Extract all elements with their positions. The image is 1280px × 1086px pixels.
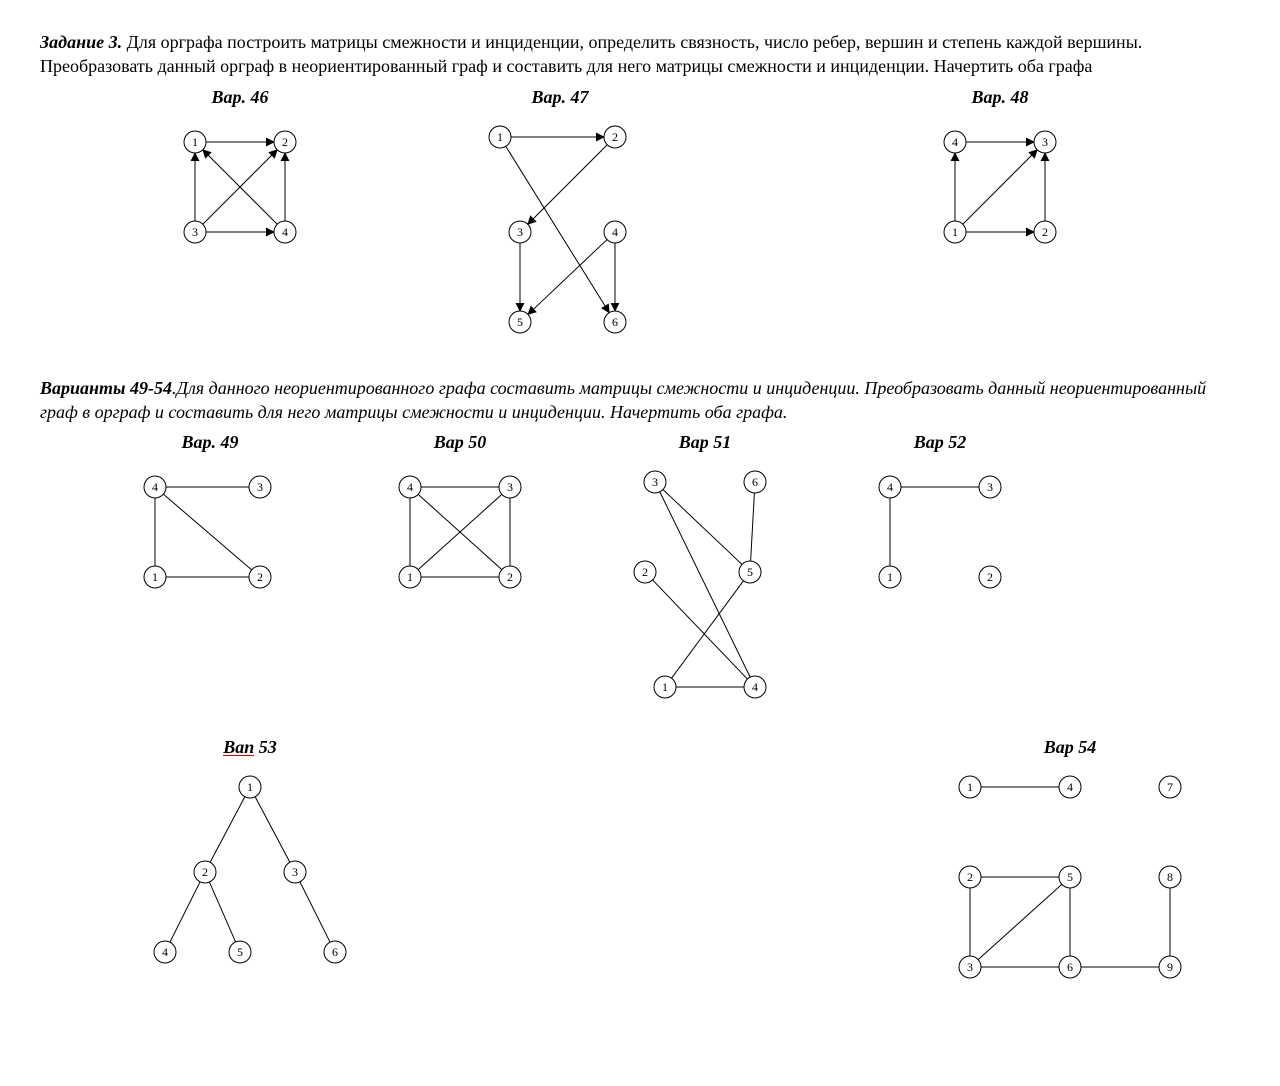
graph-edge xyxy=(255,797,290,863)
graph-node-label: 1 xyxy=(952,225,958,239)
graph-node-label: 4 xyxy=(612,225,618,239)
graph-v54: 1 4 7 2 5 8 3 6 9 xyxy=(940,762,1200,992)
graph-node-label: 4 xyxy=(162,945,168,959)
graph-edge xyxy=(163,494,251,570)
graph-node-label: 9 xyxy=(1167,960,1173,974)
graph-v50: 4 3 1 2 xyxy=(370,457,550,607)
label-v50: Вар 50 xyxy=(434,432,487,453)
label-v46: Вар. 46 xyxy=(211,87,268,108)
graph-node-label: 2 xyxy=(507,570,513,584)
graph-edge xyxy=(528,144,607,223)
variants49-text: Варианты 49-54.Для данного неориентирова… xyxy=(40,376,1240,425)
cell-v53: Вап 53 1 2 3 4 5 6 xyxy=(100,737,400,972)
graph-node-label: 2 xyxy=(282,135,288,149)
row-49-52: Вар. 49 4 3 1 2 Вар 50 4 3 1 2 Вар 51 3 6 2 5 1 4 В… xyxy=(40,432,1240,717)
label-v49: Вар. 49 xyxy=(181,432,238,453)
graph-v48: 4 3 1 2 xyxy=(910,112,1090,262)
graph-node-label: 4 xyxy=(952,135,958,149)
label-v54: Вар 54 xyxy=(1044,737,1097,758)
graph-node-label: 3 xyxy=(192,225,198,239)
graph-node-label: 2 xyxy=(202,865,208,879)
graph-edge xyxy=(528,239,607,314)
label-v53: Вап 53 xyxy=(223,737,277,758)
graph-node-label: 1 xyxy=(967,780,973,794)
cell-v48: Вар. 48 4 3 1 2 xyxy=(880,87,1120,262)
graph-edge xyxy=(170,882,200,942)
graph-node-label: 1 xyxy=(497,130,503,144)
graph-v46: 1 2 3 4 xyxy=(150,112,330,262)
graph-node-label: 8 xyxy=(1167,870,1173,884)
graph-edge xyxy=(663,490,742,565)
task3-label: Задание 3. xyxy=(40,32,122,52)
graph-edge xyxy=(210,797,245,863)
graph-edge xyxy=(963,149,1037,223)
graph-node-label: 1 xyxy=(407,570,413,584)
cell-v47: Вар. 47 1 2 3 4 5 6 xyxy=(420,87,700,352)
row-53-54: Вап 53 1 2 3 4 5 6 Вар 54 1 4 7 2 5 8 3 6 9 xyxy=(40,737,1240,992)
cell-v52: Вар 52 4 3 1 2 xyxy=(830,432,1050,607)
graph-node-label: 4 xyxy=(282,225,288,239)
graph-node-label: 4 xyxy=(407,480,413,494)
graph-node-label: 2 xyxy=(967,870,973,884)
graph-node-label: 3 xyxy=(292,865,298,879)
graph-node-label: 2 xyxy=(1042,225,1048,239)
graph-node-label: 1 xyxy=(192,135,198,149)
cell-v50: Вар 50 4 3 1 2 xyxy=(350,432,570,607)
cell-v51: Вар 51 3 6 2 5 1 4 xyxy=(590,432,820,717)
label-v51: Вар 51 xyxy=(679,432,732,453)
graph-node-label: 7 xyxy=(1167,780,1173,794)
label-v52: Вар 52 xyxy=(914,432,967,453)
graph-node-label: 4 xyxy=(752,680,758,694)
graph-node-label: 1 xyxy=(887,570,893,584)
cell-v49: Вар. 49 4 3 1 2 xyxy=(100,432,320,607)
graph-node-label: 3 xyxy=(1042,135,1048,149)
graph-node-label: 1 xyxy=(247,780,253,794)
graph-node-label: 1 xyxy=(662,680,668,694)
graph-v52: 4 3 1 2 xyxy=(850,457,1030,607)
row-46-48: Вар. 46 1 2 3 4 Вар. 47 1 2 3 4 5 6 Вар. 48 4 3 1 2 xyxy=(40,87,1240,352)
graph-node-label: 6 xyxy=(752,475,758,489)
graph-edge xyxy=(209,882,235,942)
graph-v49: 4 3 1 2 xyxy=(120,457,300,607)
graph-node-label: 3 xyxy=(967,960,973,974)
graph-node-label: 3 xyxy=(507,480,513,494)
graph-node-label: 3 xyxy=(652,475,658,489)
graph-node-label: 1 xyxy=(152,570,158,584)
graph-node-label: 6 xyxy=(332,945,338,959)
graph-node-label: 6 xyxy=(1067,960,1073,974)
graph-node-label: 5 xyxy=(1067,870,1073,884)
graph-node-label: 2 xyxy=(642,565,648,579)
graph-edge xyxy=(300,882,330,942)
label-v48: Вар. 48 xyxy=(971,87,1028,108)
graph-node-label: 3 xyxy=(517,225,523,239)
graph-v53: 1 2 3 4 5 6 xyxy=(135,762,365,972)
variants49-body: .Для данного неориентированного графа со… xyxy=(40,378,1206,422)
cell-v54: Вар 54 1 4 7 2 5 8 3 6 9 xyxy=(920,737,1220,992)
graph-node-label: 4 xyxy=(1067,780,1073,794)
graph-node-label: 2 xyxy=(612,130,618,144)
graph-node-label: 2 xyxy=(987,570,993,584)
label-v47: Вар. 47 xyxy=(531,87,588,108)
graph-node-label: 2 xyxy=(257,570,263,584)
graph-v51: 3 6 2 5 1 4 xyxy=(605,457,805,717)
cell-v46: Вар. 46 1 2 3 4 xyxy=(120,87,360,262)
graph-edge xyxy=(751,493,755,561)
graph-edge xyxy=(660,492,750,677)
graph-node-label: 4 xyxy=(152,480,158,494)
task3-body: Для орграфа построить матрицы смежности … xyxy=(40,32,1142,76)
graph-node-label: 5 xyxy=(747,565,753,579)
task3-text: Задание 3. Для орграфа построить матрицы… xyxy=(40,30,1240,79)
graph-node-label: 5 xyxy=(517,315,523,329)
graph-node-label: 5 xyxy=(237,945,243,959)
graph-v47: 1 2 3 4 5 6 xyxy=(450,112,670,352)
graph-node-label: 4 xyxy=(887,480,893,494)
variants49-label: Варианты 49-54 xyxy=(40,378,172,398)
graph-node-label: 3 xyxy=(257,480,263,494)
graph-node-label: 6 xyxy=(612,315,618,329)
graph-edge xyxy=(978,885,1062,960)
graph-node-label: 3 xyxy=(987,480,993,494)
